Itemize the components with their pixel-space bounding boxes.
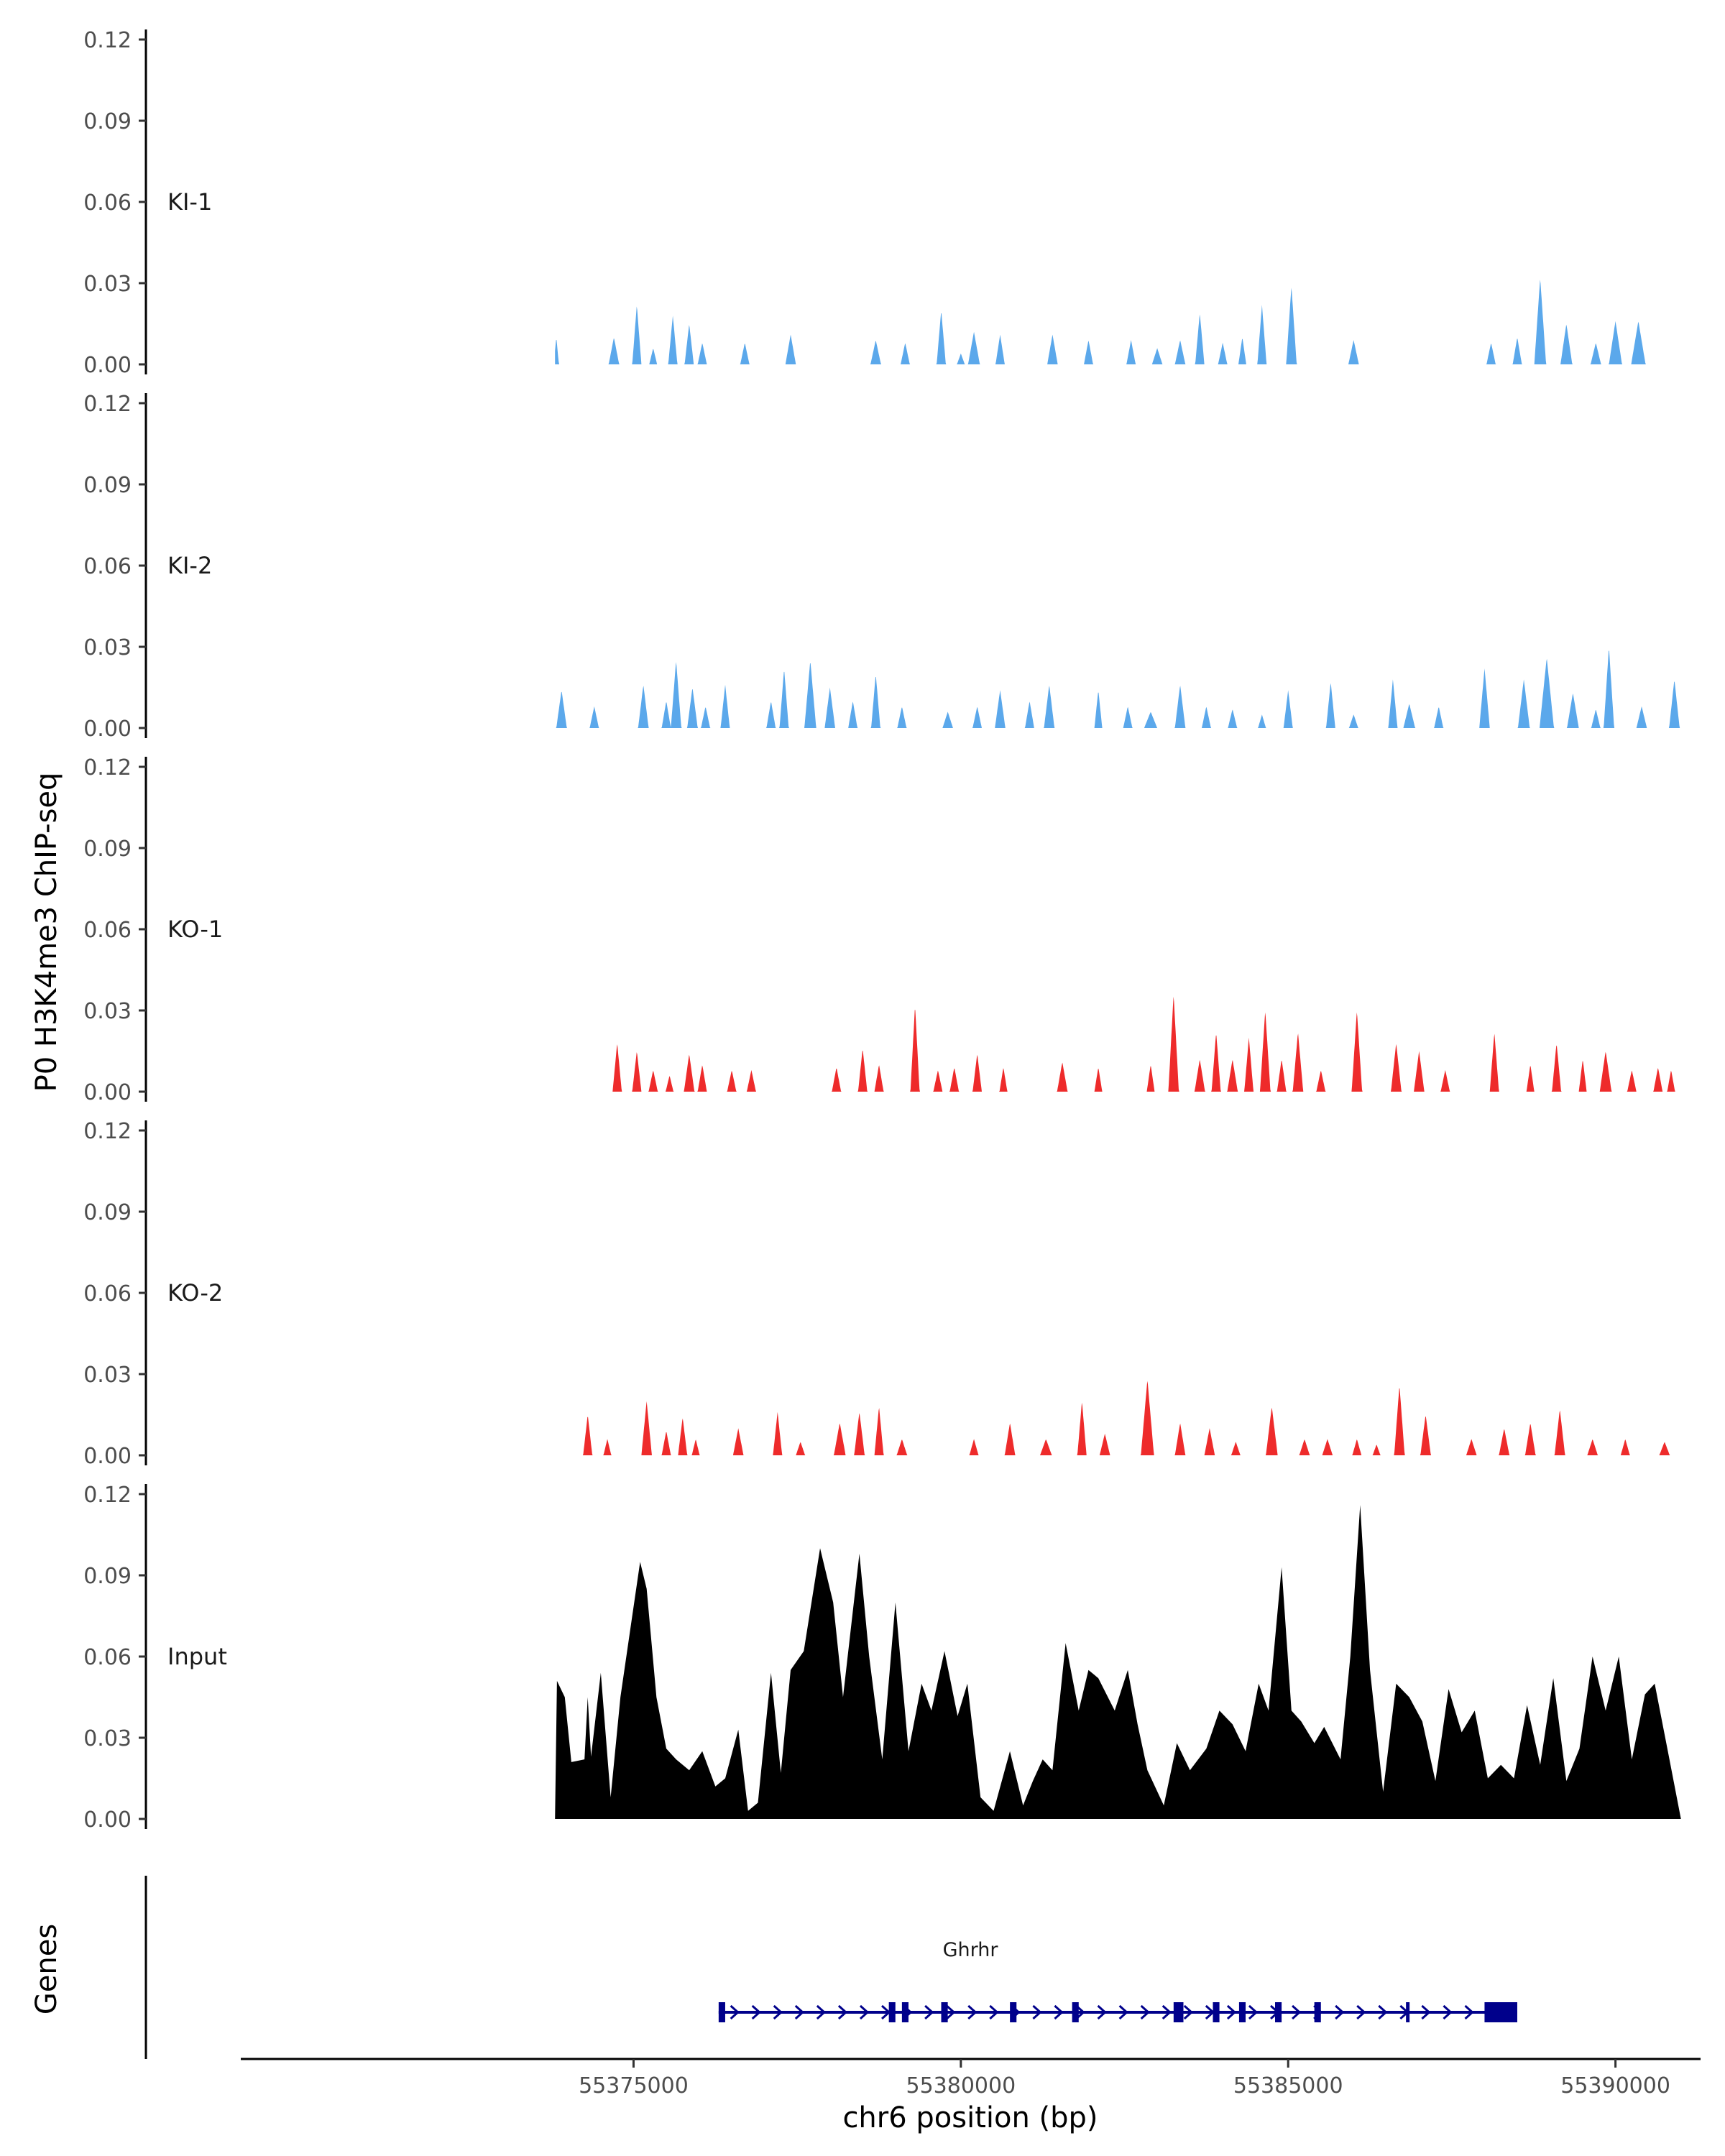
gene-exon [1213, 2002, 1220, 2022]
strand-arrow [1443, 2004, 1453, 2020]
x-axis: chr6 position (bp) 55375000 55380000 55385… [241, 2058, 1701, 2134]
y-tick-label: 0.00 [83, 353, 132, 378]
track-input: 0.00 0.03 0.06 0.09 0.12 Input [83, 1483, 1681, 1833]
y-tick-label: 0.06 [83, 918, 132, 943]
strand-arrow [924, 2004, 934, 2020]
gene-exon [941, 2002, 948, 2022]
track-ki-2: 0.00 0.03 0.06 0.09 0.12 KI-2 [83, 392, 1681, 742]
track-ko-2: 0.00 0.03 0.06 0.09 0.12 KO-2 [83, 1119, 1681, 1469]
gene-exon [1010, 2002, 1017, 2022]
signal-area [555, 280, 1681, 364]
strand-arrow [816, 2004, 827, 2020]
signal-area [555, 996, 1681, 1092]
y-tick-label: 0.12 [83, 28, 132, 53]
gene-exon [1484, 2002, 1517, 2022]
y-tick-label: 0.12 [83, 392, 132, 417]
strand-arrow [1292, 2004, 1302, 2020]
y-tick-label: 0.00 [83, 1080, 132, 1105]
x-tick-label: 55380000 [906, 2073, 1016, 2099]
strand-arrow [1378, 2004, 1388, 2020]
y-tick-label: 0.09 [83, 1564, 132, 1589]
strand-arrow [1140, 2004, 1150, 2020]
signal-area [555, 1505, 1681, 1819]
strand-arrow [1226, 2004, 1237, 2020]
track-label: KI-1 [167, 188, 212, 216]
strand-arrow [1183, 2004, 1194, 2020]
strand-arrow [794, 2004, 805, 2020]
gene-exon [1173, 2002, 1184, 2022]
y-tick-label: 0.12 [83, 1483, 132, 1508]
y-tick-label: 0.06 [83, 190, 132, 216]
strand-arrow [1356, 2004, 1366, 2020]
y-tick-label: 0.06 [83, 554, 132, 579]
strand-arrow [1097, 2004, 1107, 2020]
y-axis-title: P0 H3K4me3 ChIP-seq [30, 773, 63, 1092]
strand-arrow [859, 2004, 870, 2020]
gene-exon [1275, 2002, 1282, 2022]
strand-arrow [1054, 2004, 1064, 2020]
strand-arrow [1075, 2004, 1085, 2020]
track-ko-1: 0.00 0.03 0.06 0.09 0.12 KO-1 [83, 755, 1681, 1105]
strand-arrow [1248, 2004, 1259, 2020]
strand-arrow [730, 2004, 740, 2020]
gene-exon [1072, 2002, 1079, 2022]
gene-exon [901, 2002, 908, 2022]
genes-panel: Genes Ghrhr [30, 1876, 1517, 2059]
y-tick-label: 0.00 [83, 1807, 132, 1833]
gene-exon [1238, 2002, 1246, 2022]
track-label: KO-1 [167, 916, 223, 943]
y-tick-label: 0.09 [83, 1200, 132, 1225]
y-tick-label: 0.09 [83, 473, 132, 498]
x-tick-label: 55385000 [1233, 2073, 1343, 2099]
y-tick-label: 0.09 [83, 837, 132, 862]
strand-arrow [946, 2004, 956, 2020]
y-tick-label: 0.12 [83, 1119, 132, 1144]
gene-exon [718, 2002, 725, 2022]
gene-exon [1406, 2002, 1410, 2022]
y-tick-label: 0.12 [83, 755, 132, 780]
gene-exon [888, 2002, 896, 2022]
y-tick-label: 0.06 [83, 1281, 132, 1307]
strand-arrow [989, 2004, 999, 2020]
signal-area [555, 650, 1681, 728]
genes-axis-title: Genes [30, 1924, 63, 2014]
track-label: KO-2 [167, 1279, 223, 1307]
track-label: KI-2 [167, 552, 212, 579]
x-tick-label: 55390000 [1560, 2073, 1670, 2099]
track-label: Input [167, 1643, 227, 1670]
y-tick-label: 0.00 [83, 717, 132, 742]
strand-arrow [1162, 2004, 1172, 2020]
x-tick-label: 55375000 [579, 2073, 689, 2099]
strand-arrow [967, 2004, 978, 2020]
strand-arrow [837, 2004, 848, 2020]
tracks-layer: 0.00 0.03 0.06 0.09 0.12 KI-1 0.00 0.03 0.06 0.09… [83, 28, 1681, 1833]
gene-exon [1314, 2002, 1321, 2022]
y-tick-label: 0.06 [83, 1645, 132, 1670]
strand-arrow [751, 2004, 761, 2020]
gene-model [718, 2002, 1517, 2022]
strand-arrow [1032, 2004, 1042, 2020]
strand-arrow [1464, 2004, 1474, 2020]
y-tick-label: 0.03 [83, 999, 132, 1024]
strand-arrow [1335, 2004, 1345, 2020]
gene-label: Ghrhr [943, 1939, 999, 1961]
y-tick-label: 0.03 [83, 635, 132, 660]
y-tick-label: 0.03 [83, 272, 132, 297]
strand-arrow [1118, 2004, 1128, 2020]
y-tick-label: 0.03 [83, 1726, 132, 1751]
strand-arrow [1421, 2004, 1431, 2020]
y-tick-label: 0.09 [83, 109, 132, 134]
x-axis-title: chr6 position (bp) [842, 2101, 1098, 2134]
strand-arrow [773, 2004, 783, 2020]
y-tick-label: 0.00 [83, 1444, 132, 1469]
track-ki-1: 0.00 0.03 0.06 0.09 0.12 KI-1 [83, 28, 1681, 378]
y-tick-label: 0.03 [83, 1363, 132, 1388]
signal-area [555, 1381, 1681, 1455]
